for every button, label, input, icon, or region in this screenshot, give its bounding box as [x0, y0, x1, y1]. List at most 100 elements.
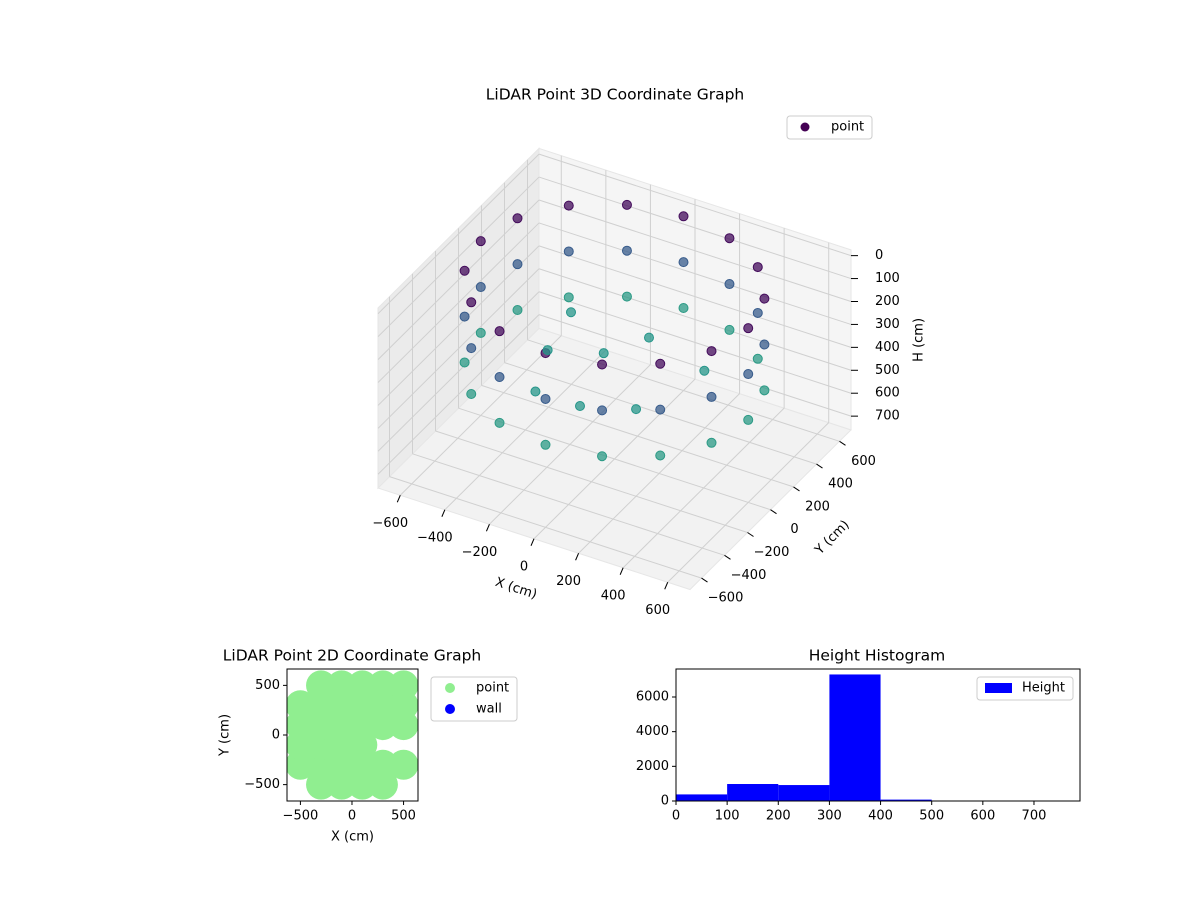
point — [512, 213, 523, 224]
point — [494, 326, 505, 337]
point — [724, 324, 735, 335]
legend-marker — [445, 683, 455, 693]
z-tick-label: 200 — [875, 294, 900, 309]
grid-line — [377, 245, 540, 406]
x-tick-label: 100 — [715, 809, 740, 824]
grid-line — [377, 199, 540, 360]
legend-marker — [985, 683, 1012, 693]
grid-line — [435, 430, 748, 533]
y-tick-label: 0 — [661, 794, 669, 809]
x-tick-label: 600 — [645, 603, 670, 618]
y-tick — [839, 440, 846, 446]
z-tick-label: 600 — [875, 386, 900, 401]
point — [466, 343, 477, 354]
point — [759, 339, 770, 350]
point — [678, 303, 689, 314]
z-tick-label: 500 — [875, 363, 900, 378]
y-tick-label: 4000 — [636, 724, 669, 739]
x-tick — [441, 509, 446, 517]
point — [706, 346, 717, 357]
grid-line — [538, 176, 852, 280]
z-tick-label: 400 — [875, 340, 900, 355]
plot-area — [676, 674, 1080, 801]
grid-line — [538, 291, 852, 394]
point — [512, 305, 523, 316]
point — [678, 211, 689, 222]
point — [466, 388, 477, 399]
grid-line — [377, 222, 540, 383]
x-tick-label: 700 — [1022, 809, 1047, 824]
x-tick-label: −400 — [417, 530, 453, 545]
y-tick-label: 6000 — [636, 689, 669, 704]
x-tick-label: 500 — [391, 809, 416, 824]
y-tick — [770, 509, 777, 515]
point — [388, 670, 418, 701]
point — [621, 245, 632, 256]
axes-frame — [675, 668, 1081, 802]
point — [759, 293, 770, 304]
grid-line — [377, 268, 540, 429]
bar — [829, 674, 881, 801]
point — [655, 450, 666, 461]
grid-line — [538, 314, 852, 417]
x-axis-label: X (cm) — [493, 575, 539, 603]
x-tick — [575, 553, 580, 561]
point — [306, 670, 337, 701]
y-tick-label: −400 — [731, 568, 767, 583]
point — [575, 401, 585, 412]
point — [706, 437, 717, 448]
x-tick-label: −500 — [283, 809, 319, 824]
y-tick — [816, 463, 823, 469]
y-tick — [793, 486, 800, 492]
x-tick-label: 0 — [348, 809, 356, 824]
x-tick-label: 300 — [817, 809, 842, 824]
point — [644, 332, 654, 343]
x-tick-label: −600 — [372, 516, 408, 531]
point — [388, 749, 418, 780]
point — [699, 365, 710, 376]
point — [540, 439, 551, 450]
y-axis-label: Y (cm) — [812, 518, 853, 559]
point — [621, 291, 632, 302]
point — [706, 391, 717, 402]
point — [512, 259, 523, 270]
point — [743, 369, 754, 380]
point — [494, 417, 505, 428]
y-tick — [701, 577, 708, 583]
y-tick-label: 400 — [828, 477, 853, 492]
x-tick-label: 0 — [520, 559, 528, 574]
point — [724, 233, 735, 244]
x-tick-label: 200 — [556, 574, 581, 589]
point — [540, 393, 551, 404]
x-tick — [664, 582, 669, 590]
y-tick — [747, 532, 754, 537]
grid-line — [377, 176, 540, 338]
x-tick-label: 500 — [919, 809, 944, 824]
point — [475, 236, 486, 247]
legend-label: point — [476, 681, 509, 696]
x-tick-label: 400 — [601, 588, 626, 603]
y-tick-label: 0 — [272, 728, 280, 743]
point — [542, 345, 553, 356]
grid-line — [389, 476, 702, 579]
x-tick — [530, 538, 535, 546]
grid-line — [481, 384, 794, 488]
bar — [676, 794, 728, 801]
point — [655, 358, 666, 369]
z-tick-label: 700 — [875, 409, 900, 424]
y-tick-label: 600 — [851, 454, 876, 469]
point — [752, 307, 763, 318]
x-tick — [396, 495, 401, 503]
grid-line — [538, 199, 852, 302]
grid-line — [377, 291, 540, 452]
grid-line — [538, 222, 852, 325]
point — [347, 670, 378, 701]
point — [631, 404, 642, 415]
point — [494, 372, 505, 383]
grid-line — [538, 153, 852, 257]
point — [724, 279, 735, 290]
bar — [727, 784, 779, 801]
legend-label: wall — [476, 702, 502, 717]
x-tick-label: 200 — [766, 809, 791, 824]
